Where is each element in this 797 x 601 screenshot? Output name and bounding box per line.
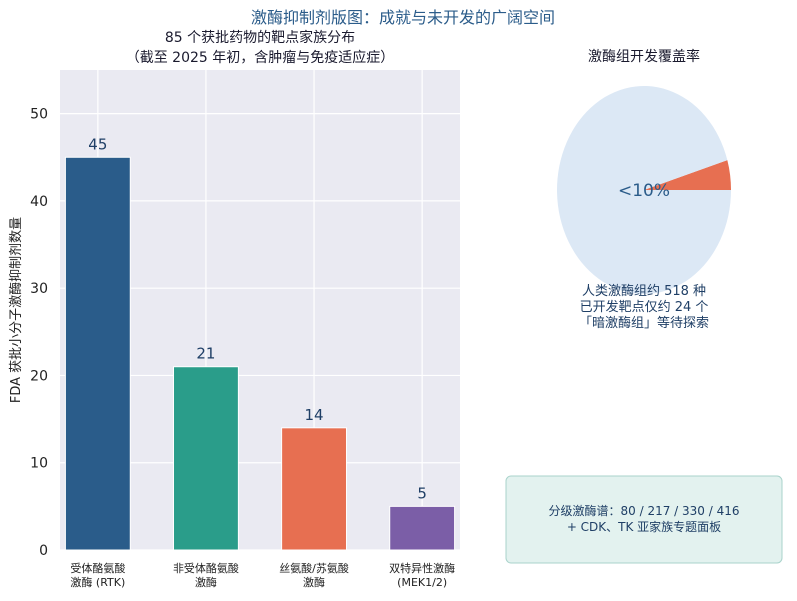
pie-slice — [557, 86, 732, 295]
y-tick-label: 50 — [30, 107, 48, 123]
y-tick-label: 30 — [30, 281, 48, 297]
figure-suptitle: 激酶抑制剂版图：成就与未开发的广阔空间 — [251, 8, 555, 27]
x-tick-label: 激酶 — [195, 575, 217, 589]
bar-value-label: 21 — [196, 345, 215, 363]
bar — [389, 505, 456, 551]
x-tick-label: 非受体酪氨酸 — [173, 561, 239, 575]
info-box-line: + CDK、TK 亚家族专题面板 — [567, 519, 721, 534]
pie-slice — [644, 160, 731, 190]
bar-value-labels: 45 21 14 5 — [88, 135, 427, 502]
bar-chart-title: 85 个获批药物的靶点家族分布 — [165, 29, 355, 46]
x-tick-label: (MEK1/2) — [397, 576, 447, 589]
pie-chart-title: 激酶组开发覆盖率 — [588, 48, 700, 65]
y-tick-label: 20 — [30, 368, 48, 384]
x-tick-label: 激酶 (RTK) — [70, 575, 125, 589]
info-box — [505, 475, 783, 564]
pie-center-label: <10% — [618, 181, 670, 201]
bar-y-tick-labels: 0 10 20 30 40 50 — [30, 107, 48, 559]
x-tick-label: 受体酪氨酸 — [70, 561, 125, 575]
x-tick-label: 丝氨酸/苏氨酸 — [279, 561, 349, 575]
bar-y-axis-label: FDA 获批小分子激酶抑制剂数量 — [8, 217, 24, 403]
bar-chart-subtitle: （截至 2025 年初，含肿瘤与免疫适应症） — [126, 49, 395, 66]
bar — [64, 156, 131, 551]
info-box-line: 分级激酶谱：80 / 217 / 330 / 416 — [549, 503, 740, 518]
y-tick-label: 10 — [30, 456, 48, 472]
bar-value-label: 5 — [417, 484, 427, 502]
pie-note-line: 「暗激酶组」等待探索 — [579, 315, 709, 331]
bar — [173, 366, 239, 551]
bar — [281, 427, 347, 551]
y-tick-label: 40 — [30, 194, 48, 210]
pie-chart — [557, 86, 732, 295]
bar-value-label: 45 — [88, 135, 107, 153]
bar-series — [64, 156, 456, 551]
y-tick-label: 0 — [39, 543, 48, 559]
x-tick-label: 激酶 — [303, 575, 325, 589]
pie-note-line: 人类激酶组约 518 种 — [582, 283, 706, 299]
bar-value-label: 14 — [305, 406, 324, 424]
x-tick-label: 双特异性激酶 — [389, 561, 455, 575]
pie-note-line: 已开发靶点仅约 24 个 — [580, 299, 709, 315]
